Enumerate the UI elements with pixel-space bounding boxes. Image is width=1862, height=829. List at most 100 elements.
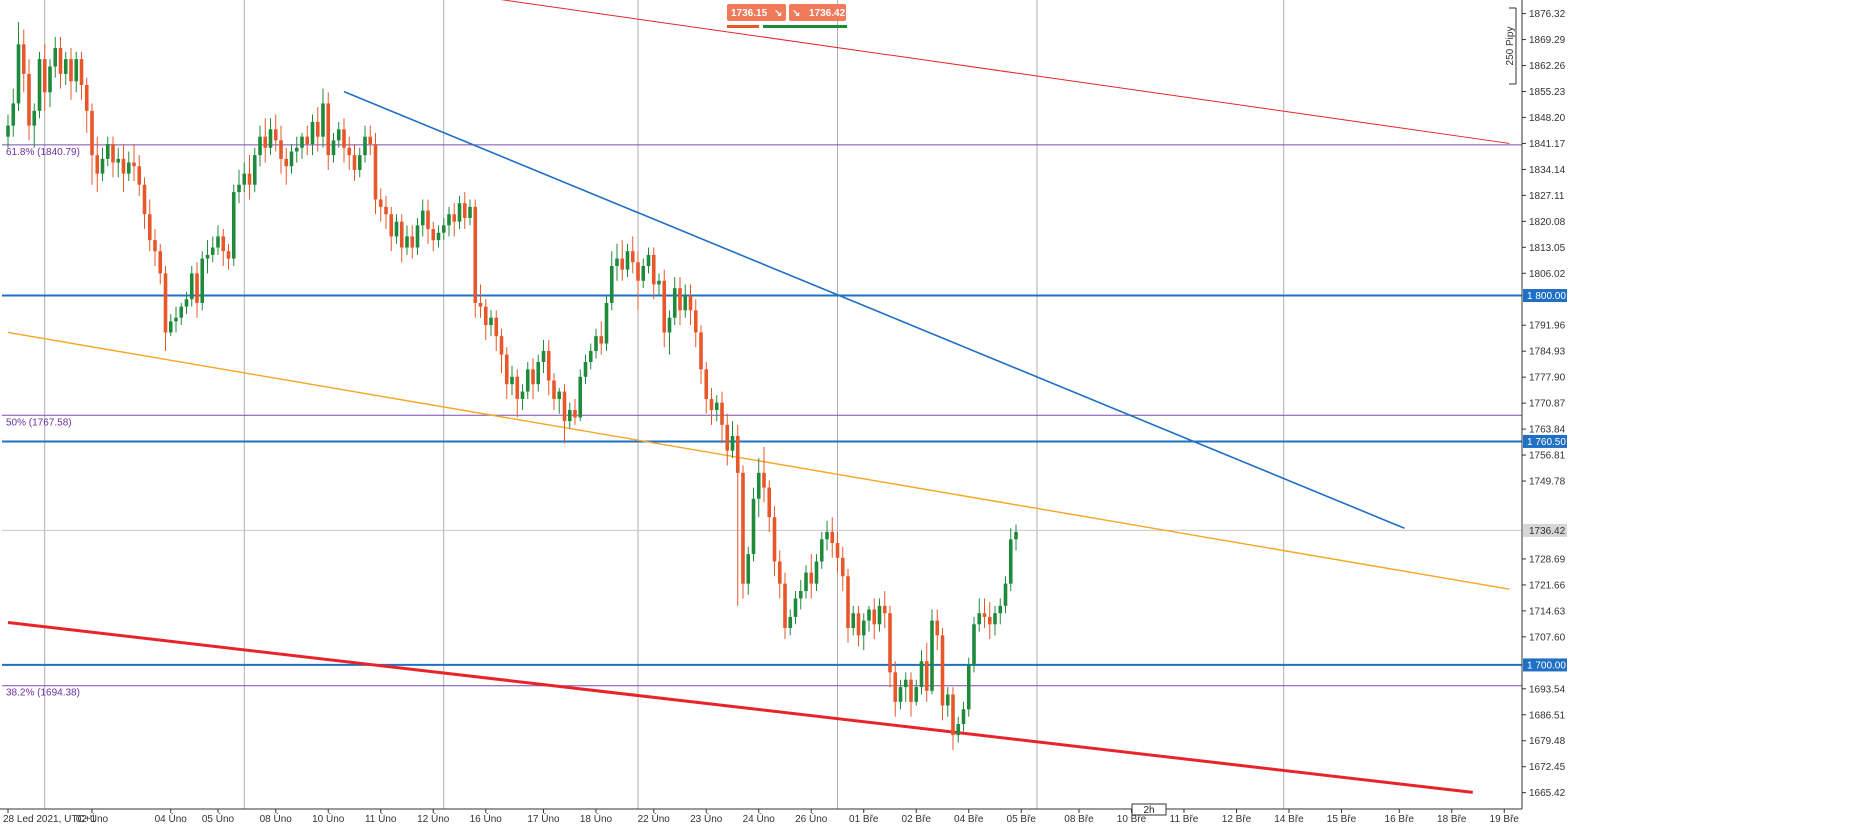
candle-body (877, 605, 882, 625)
candle-body (562, 391, 567, 422)
candle-body (284, 158, 289, 167)
candle (972, 616, 976, 673)
candle (79, 51, 84, 100)
candle (37, 51, 42, 119)
time-tick-label: 26 Úno (795, 812, 828, 825)
candle-body (384, 206, 388, 215)
candle (893, 661, 898, 717)
time-tick-label: 01 Bře (849, 814, 879, 825)
time-tick-label: 12 Úno (417, 812, 450, 825)
candle-body (951, 694, 955, 736)
bid-ask-widget[interactable]: 1736.15 ↘ ↘ 1736.42 (727, 4, 847, 28)
candle-body (1014, 531, 1018, 540)
candle (100, 147, 105, 182)
candle (462, 192, 467, 230)
candle (914, 679, 919, 706)
candle (478, 284, 483, 318)
buy-volume-bar (763, 25, 847, 28)
candle (609, 251, 614, 311)
ask-badge[interactable] (789, 4, 846, 21)
candle (84, 77, 89, 133)
time-tick-label: 11 Bře (1170, 814, 1199, 825)
candle (137, 155, 142, 196)
candle (867, 605, 871, 632)
price-tick-label: 1721.66 (1529, 580, 1566, 591)
price-tick-label: 1869.29 (1529, 35, 1566, 46)
candle (226, 243, 231, 270)
price-tick-label: 1714.63 (1529, 606, 1566, 617)
range-label: 250 Pipy (1505, 27, 1516, 66)
candle-body (651, 254, 656, 285)
candle-body (363, 136, 367, 156)
price-tick-label: 1665.42 (1529, 788, 1566, 799)
candle-body (436, 232, 441, 241)
time-tick-label: 04 Úno (155, 812, 188, 825)
candle-body (541, 350, 546, 363)
candle (688, 284, 693, 326)
candle (630, 236, 635, 274)
candle (221, 229, 226, 266)
time-axis[interactable]: 28 Led 2021, UTC+102 Úno 04 Úno 05 Úno 08 Ú… (0, 808, 1522, 825)
candle-body (756, 472, 761, 499)
candle (216, 225, 220, 255)
candle (567, 402, 572, 429)
candle-body (636, 262, 640, 281)
timeframe-indicator[interactable]: 2h (1131, 803, 1167, 816)
candle (620, 240, 625, 281)
candle (210, 236, 215, 263)
candle (247, 155, 252, 200)
candle (105, 136, 110, 167)
candle (982, 598, 987, 628)
fibonacci-label: 38.2% (1694.38) (6, 688, 80, 699)
candle (252, 147, 257, 193)
candle (536, 354, 541, 392)
candle (599, 321, 604, 355)
candle (195, 262, 199, 318)
candle (588, 343, 593, 370)
candle (625, 243, 630, 278)
candle (662, 269, 667, 348)
time-tick-label: 12 Bře (1222, 814, 1252, 825)
candle (289, 144, 294, 174)
candle-body (972, 624, 976, 665)
candle (578, 369, 583, 422)
horizontal-levels (2, 294, 1522, 666)
fibonacci-levels: 61.8% (1840.79) 50% (1767.58) 38.2% (1694.… (2, 144, 1522, 699)
candle (835, 531, 840, 573)
candle (872, 598, 877, 640)
candle (672, 277, 677, 326)
time-tick-label: 05 Bře (1007, 814, 1037, 825)
candle-body (573, 410, 577, 418)
candle (594, 328, 598, 359)
time-tick-label: 18 Úno (580, 812, 613, 825)
candle (357, 147, 362, 178)
level-tag (1523, 658, 1567, 672)
time-tick-label: 10 Úno (312, 812, 345, 825)
candle-body (667, 317, 672, 333)
candle (531, 358, 535, 399)
candle-body (735, 435, 740, 473)
candle-body (961, 709, 966, 725)
candle (242, 162, 247, 193)
candle (342, 118, 346, 163)
candle-body (184, 299, 189, 307)
price-tick-label: 1820.08 (1529, 217, 1566, 228)
candle-body (63, 59, 68, 74)
price-tick-label: 1707.60 (1529, 632, 1566, 643)
sell-volume-bar (727, 25, 759, 28)
candle (956, 716, 961, 743)
time-tick-label: 10 Bře (1117, 814, 1147, 825)
bid-badge[interactable] (727, 4, 786, 21)
candle-body (494, 317, 499, 337)
candle (16, 22, 21, 111)
candle-body (90, 110, 94, 156)
candle-body (263, 136, 268, 148)
price-tick-label: 1672.45 (1529, 762, 1566, 773)
candle-body (846, 576, 850, 628)
candle-body (389, 214, 394, 237)
candle-body (252, 155, 257, 185)
candle-body (237, 184, 241, 193)
price-axis[interactable]: 1876.32 1869.29 1862.26 1855.23 1848.20 1841.… (1521, 0, 1567, 809)
candle (431, 221, 436, 252)
